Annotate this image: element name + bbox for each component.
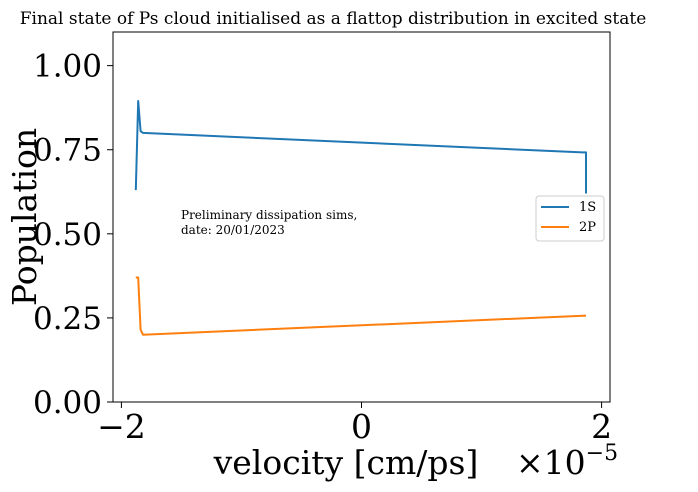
y-tick-label: 0.25 (33, 301, 102, 337)
legend-label-2p: 2P (579, 220, 596, 235)
x-tick-label: −2 (97, 407, 146, 446)
legend: 1S 2P (535, 195, 605, 242)
x-offset-exponent: −5 (586, 441, 618, 466)
series-line-2p (135, 276, 587, 336)
x-offset-base: ×10 (516, 443, 586, 482)
y-axis-label: Population (5, 128, 44, 306)
annotation-line-2: date: 20/01/2023 (181, 223, 285, 237)
y-tick-label: 0.75 (33, 133, 102, 169)
series-line-1s (134, 100, 587, 194)
annotation-line-1: Preliminary dissipation sims, (181, 208, 357, 222)
legend-label-1s: 1S (579, 200, 596, 215)
y-tick-label: 1.00 (33, 49, 102, 85)
y-tick-label: 0.50 (33, 217, 102, 253)
x-offset-label: ×10−5 (516, 441, 618, 482)
annotation: Preliminary dissipation sims, date: 20/0… (181, 208, 357, 237)
y-tick-label: 0.00 (33, 385, 102, 421)
chart-title: Final state of Ps cloud initialised as a… (20, 9, 647, 29)
x-tick-label: 0 (351, 407, 372, 446)
x-tick-label: 2 (591, 407, 612, 446)
x-axis-label: velocity [cm/ps] (213, 443, 479, 482)
